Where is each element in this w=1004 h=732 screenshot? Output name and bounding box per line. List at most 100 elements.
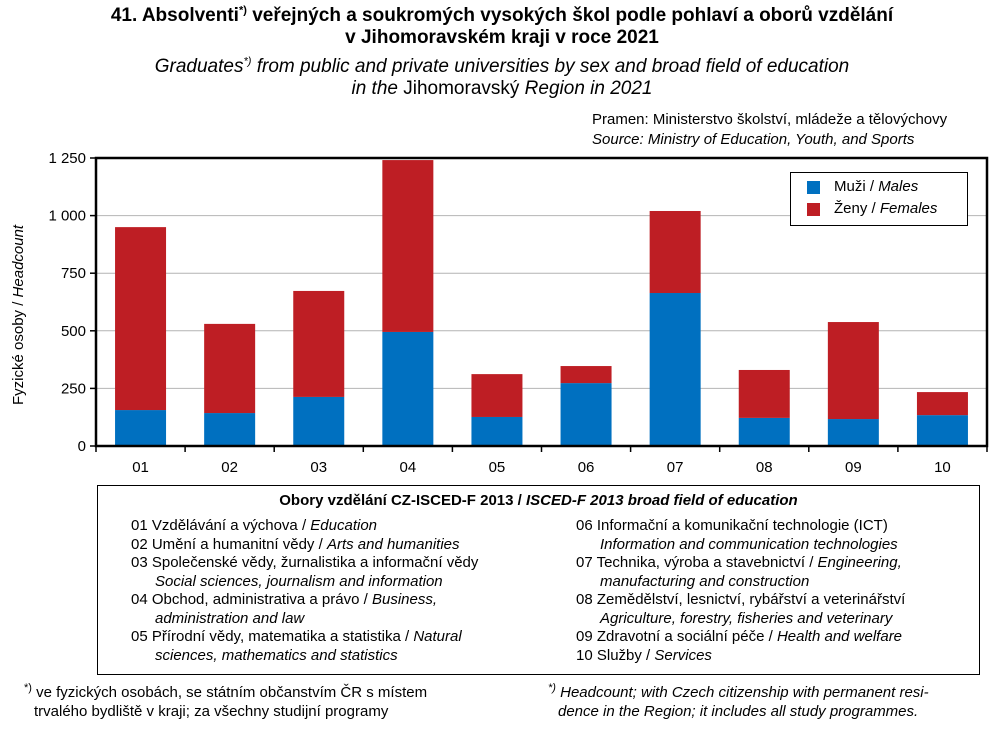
field-name-en-continued: manufacturing and construction — [600, 572, 810, 590]
bar-females-05 — [471, 374, 523, 417]
bar-females-09 — [827, 322, 879, 420]
y-tick-label: 1 250 — [48, 150, 86, 167]
field-name-cz: 10 Služby / — [576, 646, 655, 664]
field-item: 07 Technika, výroba a stavebnictví / Eng… — [576, 554, 905, 573]
field-item: 03 Společenské vědy, žurnalistika a info… — [131, 554, 478, 573]
bar-males-09 — [827, 419, 879, 446]
x-tick-label: 05 — [489, 459, 506, 476]
field-name-cz: 07 Technika, výroba a stavebnictví / — [576, 554, 818, 571]
source-en: Source: Ministry of Education, Youth, an… — [592, 131, 915, 148]
field-name-en-continued: Agriculture, forestry, fisheries and vet… — [600, 609, 893, 627]
x-tick-label: 10 — [934, 459, 951, 476]
title-en-rest: from public and private universities by … — [251, 56, 850, 77]
field-name-en: Health and welfare — [776, 628, 903, 645]
y-axis-label-en: Headcount — [10, 224, 27, 298]
field-name-en: Education — [310, 517, 377, 534]
y-tick-label: 500 — [61, 323, 86, 340]
field-item: 04 Obchod, administrativa a právo / Busi… — [131, 591, 478, 610]
field-item: 08 Zemědělství, lesnictví, rybářství a v… — [576, 591, 905, 610]
bars — [115, 160, 968, 446]
field-name-en-continued: sciences, mathematics and statistics — [155, 646, 398, 664]
bar-females-02 — [204, 323, 256, 414]
x-tick-label: 08 — [756, 459, 773, 476]
field-item: 01 Vzdělávání a výchova / Education — [131, 517, 478, 536]
title-cz-rest: veřejných a soukromých vysokých škol pod… — [246, 5, 894, 26]
bar-males-05 — [471, 416, 523, 446]
footnote-mark: *) — [24, 682, 32, 694]
footnote-mark: *) — [548, 682, 556, 694]
y-tick-label: 1 000 — [48, 208, 86, 225]
bar-females-07 — [649, 210, 701, 294]
footnote-en: *) Headcount; with Czech citizenship wit… — [548, 683, 929, 721]
y-tick-label: 250 — [61, 380, 86, 397]
field-item: 09 Zdravotní a sociální péče / Health an… — [576, 628, 905, 647]
bar-males-04 — [382, 331, 434, 446]
legend-item-females: Ženy / Females — [807, 200, 937, 217]
field-name-cz: 04 Obchod, administrativa a právo / — [131, 591, 372, 608]
legend-label-en: Females — [879, 200, 938, 217]
legend-label-cz: Muži — [834, 178, 866, 195]
y-tick-labels: 0 250 500 750 1 000 1 250 — [48, 150, 96, 455]
bar-females-10 — [916, 392, 968, 416]
x-tick-label: 06 — [578, 459, 595, 476]
bar-males-02 — [204, 413, 256, 446]
x-tick-label: 03 — [310, 459, 327, 476]
field-name-en: Services — [654, 646, 712, 664]
bar-males-07 — [649, 293, 701, 446]
title-en-line2-region: Jihomoravský — [397, 78, 525, 99]
field-name-cz: 09 Zdravotní a sociální péče / — [576, 628, 777, 645]
bar-females-04 — [382, 160, 434, 332]
x-tick-label: 04 — [400, 459, 417, 476]
field-name-en: Business, — [371, 591, 438, 608]
y-axis-label-cz: Fyzické osoby / — [10, 297, 27, 405]
footnote-cz: *) ve fyzických osobách, se státním obča… — [24, 683, 427, 721]
footnote-en-line2: dence in the Region; it includes all stu… — [558, 703, 919, 720]
title-cz-footnote-mark: *) — [238, 4, 247, 17]
x-tick-label: 02 — [221, 459, 238, 476]
field-item: 02 Umění a humanitní vědy / Arts and hum… — [131, 536, 478, 555]
bar-females-08 — [738, 369, 790, 418]
bar-males-06 — [560, 383, 612, 446]
field-name-en: Arts and humanities — [326, 535, 460, 553]
title-en-line2-a: in the — [351, 78, 398, 99]
stacked-bar-chart: 0 250 500 750 1 000 1 250 01 02 03 04 05 06 07 08 09 1… — [48, 150, 989, 476]
field-name-en-continued: Information and communication technologi… — [600, 535, 898, 553]
bar-males-03 — [293, 396, 345, 446]
bar-females-01 — [115, 227, 167, 411]
x-tick-label: 09 — [845, 459, 862, 476]
fields-heading: Obory vzdělání CZ-ISCED-F 2013 / ISCED-F… — [98, 492, 979, 509]
title-en-footnote-mark: *) — [243, 55, 252, 68]
field-item: 06 Informační a komunikační technologie … — [576, 517, 905, 536]
title-czech: 41. Absolventi*) veřejných a soukromých … — [0, 5, 1004, 49]
footnote-en-line1: Headcount; with Czech citizenship with p… — [555, 684, 929, 701]
title-cz-prefix: 41. Absolventi — [110, 5, 239, 26]
field-name-en: Natural — [413, 628, 462, 645]
x-tick-label: 01 — [132, 459, 149, 476]
source-cz: Pramen: Ministerstvo školství, mládeže a… — [592, 111, 948, 128]
legend-swatch-females — [807, 202, 820, 216]
field-name-cz: 03 Společenské vědy, žurnalistika a info… — [131, 554, 479, 571]
footnote-cz-line2: trvalého bydliště v kraji; za všechny st… — [34, 703, 389, 720]
field-item: 05 Přírodní vědy, matematika a statistik… — [131, 628, 478, 647]
y-tick-label: 0 — [78, 438, 86, 455]
bar-males-08 — [738, 417, 790, 446]
field-name-en: Engineering, — [817, 554, 902, 571]
title-en-prefix: Graduates — [154, 56, 244, 77]
legend-label-cz: Ženy — [834, 200, 868, 217]
legend-item-males: Muži / Males — [807, 178, 918, 195]
bar-males-10 — [916, 415, 968, 446]
x-tick-labels: 01 02 03 04 05 06 07 08 09 10 — [95, 446, 988, 476]
field-name-cz: 06 Informační a komunikační technologie … — [576, 517, 888, 534]
bar-females-03 — [293, 290, 345, 397]
title-en-line2-c: Region in 2021 — [524, 78, 653, 99]
legend: Muži / Males Ženy / Females — [790, 172, 968, 226]
field-name-cz: 01 Vzdělávání a výchova / — [131, 517, 311, 534]
field-name-en-continued: administration and law — [155, 609, 305, 627]
field-name-cz: 08 Zemědělství, lesnictví, rybářství a v… — [576, 591, 906, 608]
bar-males-01 — [115, 410, 167, 446]
fields-of-education-box: Obory vzdělání CZ-ISCED-F 2013 / ISCED-F… — [97, 485, 980, 675]
field-item: 10 Služby / Services — [576, 647, 905, 666]
title-cz-line2: v Jihomoravském kraji v roce 2021 — [345, 27, 659, 48]
title-english: Graduates*) from public and private univ… — [0, 56, 1004, 100]
x-tick-label: 07 — [667, 459, 684, 476]
